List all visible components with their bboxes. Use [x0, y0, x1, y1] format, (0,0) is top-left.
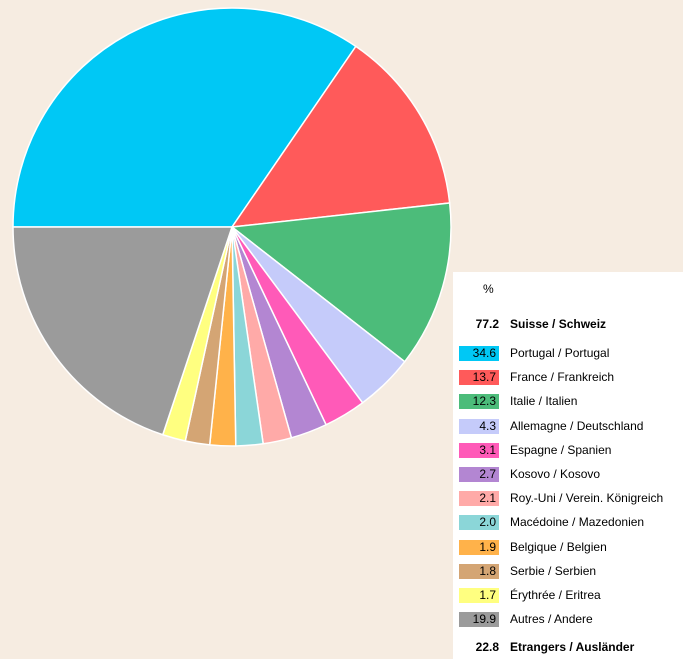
legend-swatch	[459, 346, 499, 361]
legend-label: Espagne / Spanien	[510, 442, 612, 457]
legend-swatch	[459, 394, 499, 410]
legend-swatch	[459, 491, 499, 507]
legend-swatch	[459, 539, 499, 555]
legend-value: 3.1	[479, 442, 496, 457]
legend-value: 4.3	[479, 418, 496, 433]
legend-value: 13.7	[472, 370, 496, 385]
legend-swatch	[459, 442, 499, 458]
legend-label: Kosovo / Kosovo	[510, 467, 601, 481]
legend-label: Italie / Italien	[510, 394, 578, 409]
pie-slice-1	[230, 45, 451, 228]
legend-swatch	[459, 418, 499, 434]
legend-value: 2.0	[479, 515, 496, 530]
unit-label: %	[483, 282, 494, 296]
legend-value: 34.6	[472, 346, 496, 360]
pie-slice-2	[230, 202, 452, 363]
summary-swiss-label: Suisse / Schweiz	[510, 317, 607, 331]
legend-swatch	[459, 467, 499, 482]
legend-value: 12.3	[472, 394, 496, 409]
summary-foreigners-label: Etrangers / Ausländer	[510, 640, 635, 654]
legend-swatch	[459, 370, 499, 386]
legend-label: Macédoine / Mazedonien	[510, 515, 645, 530]
legend-swatch	[459, 515, 499, 531]
legend-value: 2.7	[479, 467, 496, 481]
legend: % 77.2 Suisse / Schweiz 34.6 Portugal / P…	[453, 272, 683, 659]
legend-value: 1.8	[479, 563, 496, 578]
legend-swatch	[459, 612, 499, 628]
legend-label: Portugal / Portugal	[510, 346, 610, 360]
legend-value: 19.9	[472, 612, 496, 627]
legend-label: France / Frankreich	[510, 370, 615, 385]
legend-label: Autres / Andere	[510, 612, 593, 627]
pie-slice-0	[12, 7, 357, 228]
summary-swiss-value: 77.2	[475, 317, 499, 331]
legend-label: Serbie / Serbien	[510, 563, 597, 578]
pie-chart	[12, 7, 452, 447]
legend-swatch	[459, 588, 499, 603]
summary-foreigners-value: 22.8	[475, 640, 499, 654]
legend-value: 1.9	[479, 539, 496, 554]
legend-value: 2.1	[479, 491, 496, 506]
legend-label: Érythrée / Eritrea	[510, 588, 601, 602]
legend-label: Belgique / Belgien	[510, 539, 607, 554]
legend-value: 1.7	[479, 588, 496, 602]
legend-label: Allemagne / Deutschland	[510, 418, 644, 433]
legend-label: Roy.-Uni / Verein. Königreich	[510, 491, 664, 506]
pie-slice-11	[12, 226, 234, 436]
legend-swatch	[459, 563, 499, 579]
